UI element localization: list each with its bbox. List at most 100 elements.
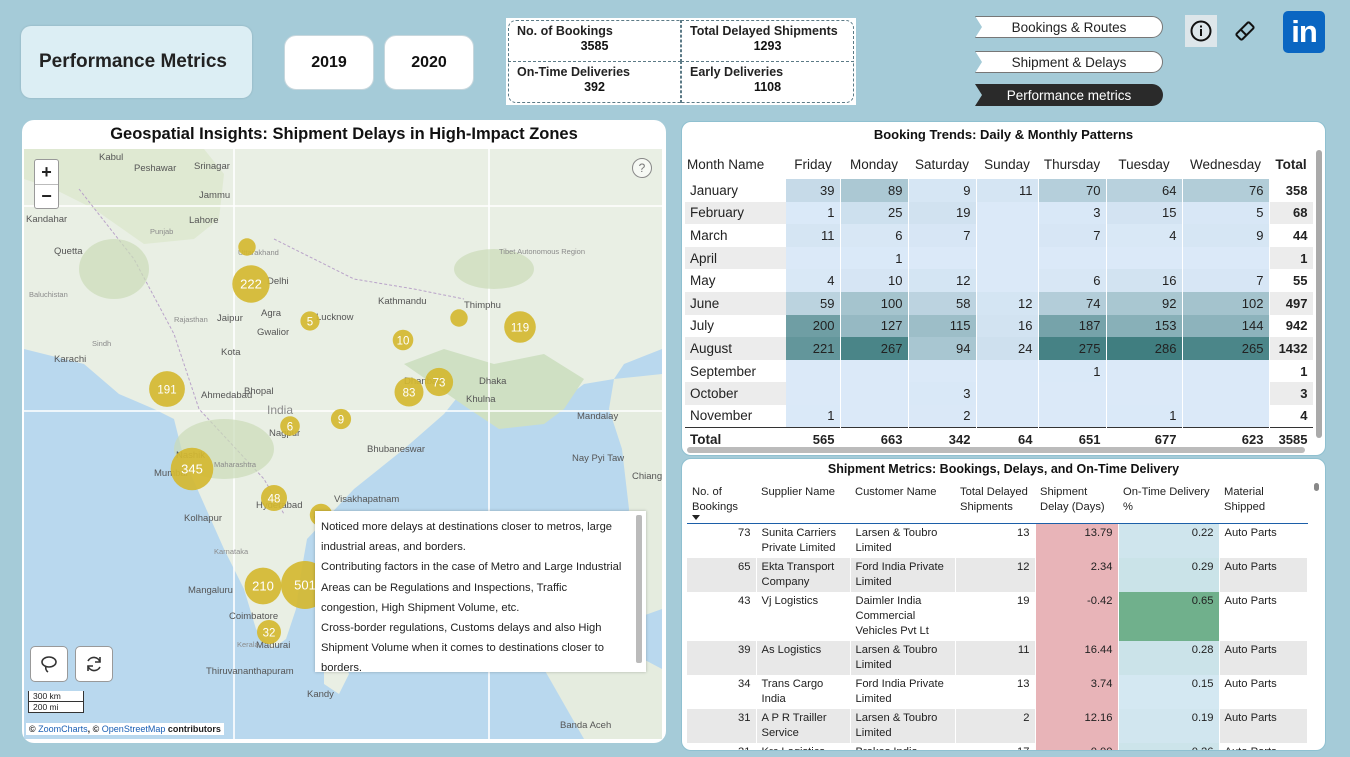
matrix-row[interactable]: February 1 25 19 3 15 5 68 [685,201,1314,225]
cluster-bubble[interactable]: 210 [244,567,282,605]
column-header[interactable]: Material Shipped [1219,482,1307,524]
matrix-cell: 94 [908,337,977,360]
matrix-cell: 16 [1106,269,1183,292]
nav-bookings-routes[interactable]: Bookings & Routes [975,16,1163,38]
matrix-row[interactable]: July 200 127 115 16 187 153 144 942 [685,314,1314,338]
zoom-out-button[interactable]: − [35,184,58,208]
total-cell: 3585 [1269,427,1314,451]
cluster-bubble[interactable]: 48 [261,485,287,511]
shipment-metrics-vscroll[interactable] [1314,483,1319,491]
column-header[interactable]: Total [1275,156,1307,172]
cluster-bubble[interactable]: 73 [424,367,454,397]
column-header[interactable]: Monday [849,156,899,172]
cluster-bubble[interactable]: 5 [300,311,320,331]
column-header[interactable]: Wednesday [1189,156,1262,172]
cluster-bubble[interactable]: 32 [257,620,281,644]
column-header[interactable]: No. of Bookings [687,482,756,524]
booking-trends-hscroll[interactable] [687,447,1305,453]
material-cell: Auto Parts [1219,675,1308,709]
column-header[interactable]: Customer Name [850,482,955,524]
totals-label: Total [685,427,786,451]
booking-trends-vscroll[interactable] [1316,150,1322,438]
nav-shipment-delays[interactable]: Shipment & Delays [975,51,1163,73]
column-header[interactable]: Tuesday [1118,156,1170,172]
matrix-row[interactable]: May 4 10 12 6 16 7 55 [685,269,1314,292]
cluster-bubble[interactable]: 222 [232,265,270,303]
matrix-row[interactable]: November 1 2 1 4 [685,404,1314,428]
row-total: 942 [1269,314,1314,338]
matrix-cell: 1 [840,246,909,270]
map-label: Chiang [632,471,662,482]
eraser-icon[interactable] [1229,15,1261,47]
year-2020-button[interactable]: 2020 [384,35,474,90]
column-header[interactable]: Shipment Delay (Days) [1035,482,1118,524]
insight-note: Noticed more delays at destinations clos… [315,511,646,672]
map-label: Delhi [267,276,289,287]
matrix-cell: 70 [1038,179,1107,202]
cluster-bubble[interactable] [450,309,468,327]
matrix-row[interactable]: March 11 6 7 7 4 9 44 [685,224,1314,247]
table-row[interactable]: 31Krc LogisticsBrakes India170.000.26Aut… [687,743,1308,750]
cluster-bubble[interactable]: 83 [394,377,424,407]
info-icon[interactable] [1185,15,1217,47]
month-name: January [685,179,786,202]
column-header[interactable]: Friday [794,156,832,172]
zoomcharts-link[interactable]: ZoomCharts [38,724,88,734]
table-row[interactable]: 65 Ekta Transport Company Ford India Priva… [687,558,1308,592]
matrix-row[interactable]: September 1 1 [685,359,1314,383]
nav-performance-metrics[interactable]: Performance metrics [975,84,1163,106]
row-total: 1 [1269,359,1314,383]
column-header[interactable]: Supplier Name [756,482,850,524]
delay-days-cell: 13.79 [1035,523,1119,558]
column-header[interactable]: Total Delayed Shipments [955,482,1035,524]
matrix-row[interactable]: January 39 89 9 11 70 64 76 358 [685,179,1314,202]
cluster-label: 9 [338,415,344,427]
row-total: 1 [1269,246,1314,270]
map-label: Tibet Autonomous Region [499,247,585,256]
table-row[interactable]: 34 Trans Cargo India Ford India Private Li… [687,675,1308,709]
cluster-bubble[interactable]: 10 [392,329,414,351]
matrix-cell: 64 [1106,179,1183,202]
matrix-cell: 267 [840,337,909,360]
table-row[interactable]: 39 As Logistics Larsen & Toubro Limited 11 1… [687,641,1308,675]
dashboard-title-card: Performance Metrics [21,26,252,98]
map-canvas[interactable]: Kabul Peshawar Srinagar Jammu Kandahar Lahore… [24,149,662,739]
table-row[interactable]: 31 A P R Trailler Service Larsen & Toubro … [687,709,1308,743]
matrix-cell [976,382,1039,405]
cluster-bubble[interactable]: 119 [504,311,536,343]
cluster-bubble[interactable] [238,238,256,256]
cluster-bubble[interactable]: 9 [330,408,352,430]
cluster-bubble[interactable]: 345 [170,447,214,491]
matrix-cell: 16 [976,314,1039,338]
table-row[interactable]: 73 Sunita Carriers Private Limited Larsen … [687,523,1308,558]
matrix-row[interactable]: October 3 3 [685,382,1314,405]
map-help-icon[interactable]: ? [632,158,652,178]
year-2019-button[interactable]: 2019 [284,35,374,90]
ontime-cell: 0.26 [1118,743,1220,750]
table-row[interactable]: 43 Vj Logistics Daimler India Commercial V… [687,592,1308,641]
matrix-cell: 2 [908,404,977,428]
cluster-bubble[interactable]: 191 [149,371,185,407]
column-header[interactable]: On-Time Delivery % [1118,482,1219,524]
linkedin-icon[interactable]: in [1283,11,1325,53]
zoom-in-button[interactable]: + [41,161,52,182]
map-label: Kathmandu [378,296,427,307]
openstreetmap-link[interactable]: OpenStreetMap [101,724,166,734]
month-name: April [685,246,786,270]
map-label: Uttarakhand [238,248,279,257]
sort-descending-icon[interactable] [692,515,700,520]
lasso-icon[interactable] [30,646,68,682]
note-scrollbar[interactable] [636,515,642,663]
customer-cell: Daimler India Commercial Vehicles Pvt Lt [850,592,956,641]
matrix-row[interactable]: April 1 1 [685,246,1314,270]
column-header[interactable]: Thursday [1043,156,1101,172]
matrix-row[interactable]: June 59 100 58 12 74 92 102 497 [685,291,1314,315]
cluster-bubble[interactable]: 6 [280,416,300,436]
column-header[interactable]: Sunday [984,156,1030,172]
matrix-row[interactable]: August 221 267 94 24 275 286 265 1432 [685,337,1314,360]
column-header[interactable]: Saturday [914,156,970,172]
refresh-icon[interactable] [75,646,113,682]
matrix-cell [1182,382,1270,405]
column-header[interactable]: Month Name [687,156,765,172]
matrix-cell [1038,404,1107,428]
